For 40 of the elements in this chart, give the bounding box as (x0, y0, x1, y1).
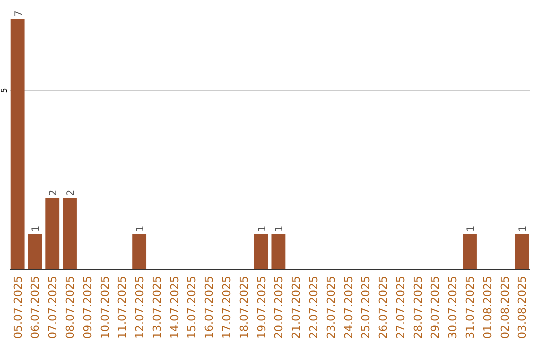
x-tick-label: 26.07.2025 (377, 276, 390, 339)
data-label: 2 (66, 190, 77, 196)
x-tick-label: 11.07.2025 (116, 276, 130, 339)
data-label: 1 (518, 226, 530, 232)
data-label: 1 (31, 226, 42, 232)
x-tick-label: 29.07.2025 (429, 276, 442, 339)
x-tick-label: 20.07.2025 (272, 276, 286, 339)
x-tick-label: 15.07.2025 (186, 276, 199, 339)
x-tick-label: 06.07.2025 (29, 276, 42, 339)
x-tick-label: 27.07.2025 (394, 276, 408, 339)
data-label: 1 (257, 226, 268, 232)
x-tick-label: 02.08.2025 (498, 276, 512, 339)
x-tick-label: 03.08.2025 (516, 276, 530, 339)
data-label: 7 (14, 10, 25, 17)
x-tick-label: 01.08.2025 (481, 276, 494, 339)
x-tick-label: 28.07.2025 (412, 276, 425, 339)
x-tick-label: 17.07.2025 (220, 276, 234, 339)
data-label: 1 (274, 226, 286, 232)
x-tick-label: 18.07.2025 (238, 276, 251, 339)
x-tick-label: 30.07.2025 (446, 276, 460, 339)
x-tick-label: 23.07.2025 (324, 276, 338, 339)
x-tick-label: 24.07.2025 (342, 276, 356, 339)
data-label: 1 (136, 226, 147, 232)
x-tick-label: 21.07.2025 (290, 276, 304, 339)
x-tick-label: 22.07.2025 (307, 276, 320, 339)
x-tick-label: 31.07.2025 (464, 276, 477, 339)
y-tick-label: 5 (0, 88, 9, 94)
x-tick-label: 13.07.2025 (150, 276, 164, 339)
x-tick-label: 07.07.2025 (46, 276, 60, 339)
x-tick-label: 08.07.2025 (64, 276, 77, 339)
x-tick-label: 14.07.2025 (168, 276, 182, 339)
x-tick-label: 25.07.2025 (360, 276, 373, 339)
x-tick-label: 05.07.2025 (12, 276, 25, 339)
x-tick-label: 10.07.2025 (98, 276, 112, 339)
x-tick-label: 19.07.2025 (255, 276, 268, 339)
data-label: 2 (48, 190, 60, 196)
x-tick-label: 12.07.2025 (134, 276, 147, 339)
x-tick-label: 09.07.2025 (81, 276, 94, 339)
x-tick-label: 16.07.2025 (203, 276, 216, 339)
data-label: 1 (466, 226, 477, 232)
